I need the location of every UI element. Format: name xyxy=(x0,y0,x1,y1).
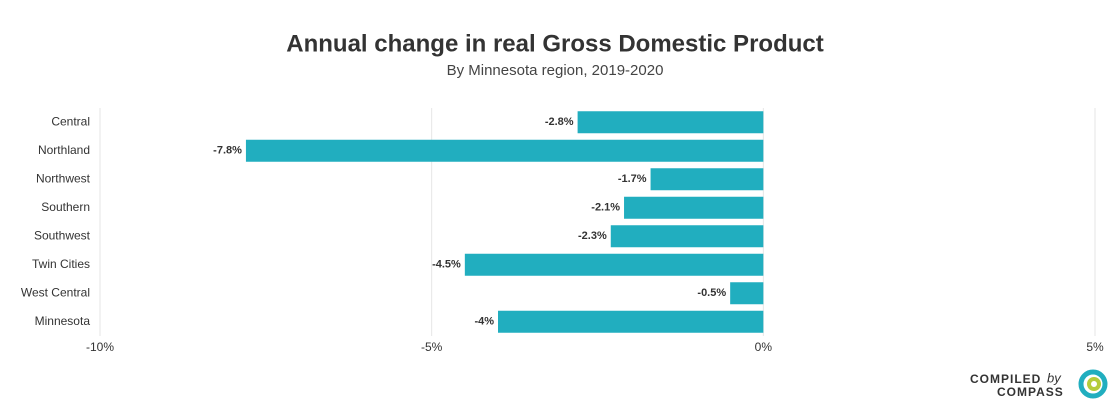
x-tick-label: -10% xyxy=(86,340,114,354)
brand-logo-inner xyxy=(1087,377,1101,391)
y-tick-label: Central xyxy=(51,114,90,128)
y-tick-label: West Central xyxy=(21,285,90,299)
brand-compass: COMPASS xyxy=(997,385,1064,399)
brand-compiled: COMPILED xyxy=(970,372,1041,386)
bar xyxy=(245,139,764,162)
value-label: -0.5% xyxy=(697,287,726,299)
chart-title: Annual change in real Gross Domestic Pro… xyxy=(286,30,823,57)
x-tick-label: 0% xyxy=(755,340,773,354)
brand-logo xyxy=(1078,369,1108,399)
bar xyxy=(464,253,764,276)
y-tick-label: Southwest xyxy=(34,228,91,242)
value-label: -2.8% xyxy=(545,116,574,128)
y-tick-label: Southern xyxy=(41,200,90,214)
value-label: -7.8% xyxy=(213,145,242,157)
bar xyxy=(610,225,764,248)
bar xyxy=(650,168,764,191)
branding: COMPILED by COMPASS xyxy=(970,369,1108,399)
x-tick-label: 5% xyxy=(1086,340,1104,354)
chart-subtitle: By Minnesota region, 2019-2020 xyxy=(447,62,664,79)
y-tick-label: Northland xyxy=(38,143,90,157)
bar xyxy=(624,196,764,219)
value-label: -1.7% xyxy=(618,173,647,185)
bar xyxy=(498,310,764,333)
value-label: -4% xyxy=(474,316,494,328)
y-tick-label: Minnesota xyxy=(35,314,91,328)
bar xyxy=(577,111,764,134)
y-tick-label: Northwest xyxy=(36,171,91,185)
y-tick-label: Twin Cities xyxy=(32,257,90,271)
value-label: -2.1% xyxy=(591,202,620,214)
bar xyxy=(730,282,764,305)
x-tick-label: -5% xyxy=(421,340,443,354)
brand-by: by xyxy=(1047,370,1062,385)
value-label: -2.3% xyxy=(578,230,607,242)
value-label: -4.5% xyxy=(432,259,461,271)
